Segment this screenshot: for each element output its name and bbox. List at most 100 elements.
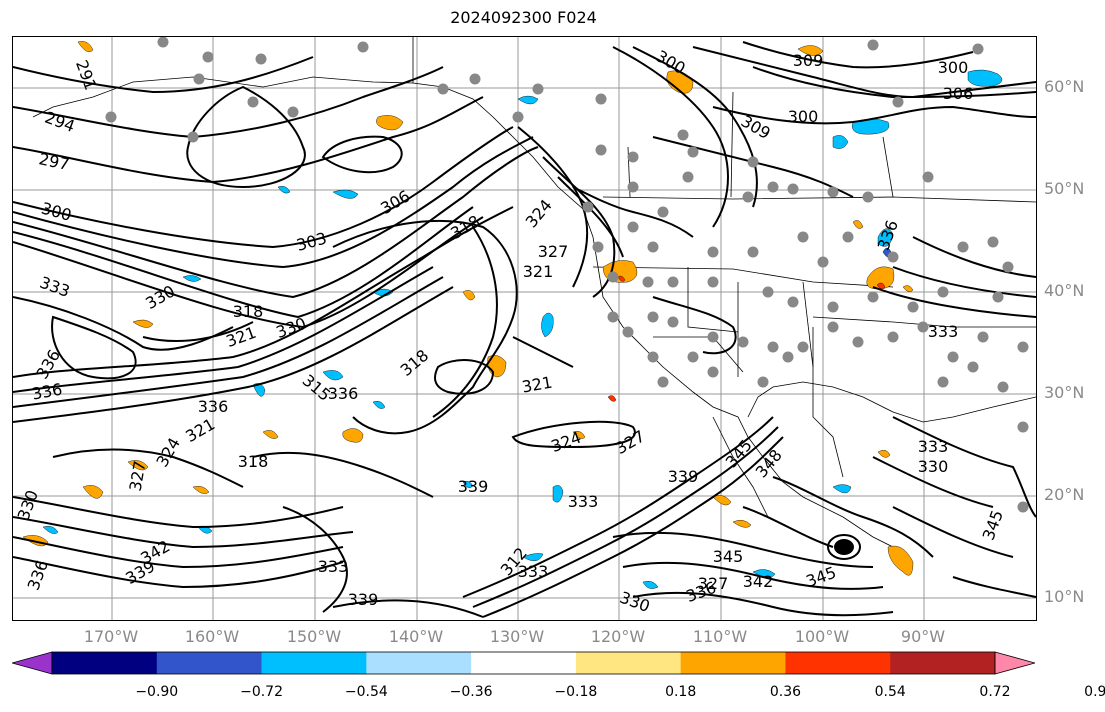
high-center [827,534,861,560]
station-dot [512,111,524,123]
station-dot [677,129,689,141]
contour-label: 345 [713,547,744,566]
contour-label: 291 [72,58,100,93]
station-dot [687,146,699,158]
contour-label: 330 [617,588,652,616]
station-dot [977,331,989,343]
contour-label: 336 [198,397,229,416]
contour-label: 330 [274,314,309,342]
station-dot [667,276,679,288]
station-dot [627,151,639,163]
station-dot [922,171,934,183]
contour-label: 345 [804,563,839,591]
lon-label-160w: 160°W [184,627,240,646]
graticule [13,37,1036,620]
station-dot [607,271,619,283]
lon-label-140w: 140°W [388,627,444,646]
station-dot [157,37,169,48]
colorbar-extend-min [12,651,53,675]
station-dot [255,53,267,65]
station-dot [852,336,864,348]
contour-label: 318 [238,452,269,471]
station-dot [937,286,949,298]
station-dot [1017,341,1029,353]
station-dot [247,96,259,108]
station-dot [1017,501,1029,513]
lon-label-150w: 150°W [286,627,342,646]
contour-label: 297 [37,149,71,174]
contour-label: 324 [549,428,584,456]
contour-label: 321 [224,323,259,351]
station-dot [105,111,117,123]
contour-label: 300 [788,107,819,126]
contour-label: 330 [918,457,949,476]
station-dot [957,241,969,253]
colorbar-tick-label: 0.72 [979,684,1011,700]
colorbar-segment [890,652,996,674]
station-dot [797,341,809,353]
station-dot [607,311,619,323]
colorbar-tick-label: 0.36 [769,684,802,700]
contour-label: 330 [14,488,42,523]
contour-label: 303 [294,229,328,255]
station-dot [937,376,949,388]
station-dot [595,93,607,105]
contour-label: 306 [943,84,974,103]
station-dot [682,171,694,183]
station-dot [595,144,607,156]
colorbar-tick-label: −0.36 [449,684,493,700]
colorbar-tick-label: 0.18 [665,684,697,700]
station-dot [647,351,659,363]
station-dot [782,351,794,363]
station-dot [887,251,899,263]
station-dot [187,131,199,143]
lon-label-130w: 130°W [489,627,545,646]
station-dot [797,231,809,243]
station-markers [105,37,1029,513]
lon-label-120w: 120°W [590,627,646,646]
coastlines [32,37,1036,548]
station-dot [767,181,779,193]
station-dot [827,301,839,313]
lat-label-50n: 50°N [1044,179,1085,198]
colorbar-tick-label: −0.90 [135,684,179,700]
station-dot [707,331,719,343]
contour-label: 294 [42,108,77,136]
contour-label: 318 [397,346,433,380]
colorbar-segment [366,652,472,674]
station-dot [647,311,659,323]
contour-label: 309 [738,111,774,143]
station-dot [437,83,449,95]
contour-label: 327 [698,574,729,593]
station-dot [737,336,749,348]
station-dot [622,326,634,338]
station-dot [947,351,959,363]
station-dot [747,246,759,258]
contour-label: 321 [520,373,553,397]
contour-label: 348 [752,446,786,482]
shaded-regions [22,41,1003,589]
contour-label: 333 [568,492,599,511]
contour-label: 342 [743,572,774,591]
station-dot [202,51,214,63]
colorbar-segment [261,652,367,674]
colorbar-segment [785,652,891,674]
station-dot [907,301,919,313]
contour-label: 336 [30,380,63,404]
lon-label-170w: 170°W [83,627,139,646]
contour-label: 333 [518,562,549,581]
station-dot [987,236,999,248]
station-dot [992,291,1004,303]
contour-label: 339 [348,590,379,609]
station-dot [667,316,679,328]
contour-label: 327 [126,459,150,492]
station-dot [627,221,639,233]
contour-label: 318 [233,302,264,321]
station-dot [862,191,874,203]
contour-label: 333 [918,437,949,456]
station-dot [842,231,854,243]
station-dot [707,276,719,288]
lon-label-100w: 100°W [794,627,850,646]
station-dot [787,296,799,308]
